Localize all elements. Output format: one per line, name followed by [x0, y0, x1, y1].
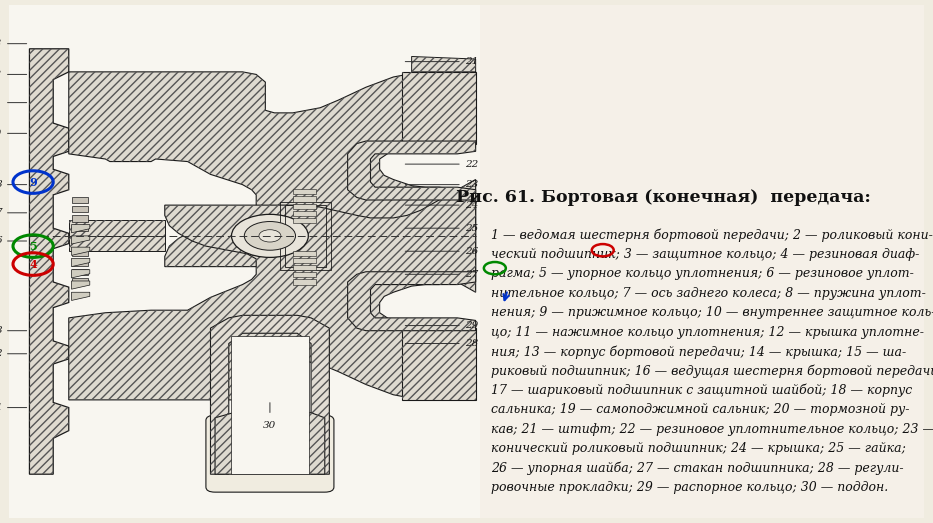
FancyBboxPatch shape — [230, 336, 309, 474]
Polygon shape — [402, 328, 476, 400]
Text: ческий подшипник; 3 — защитное кольцо; 4 — резиновая диаф-: ческий подшипник; 3 — защитное кольцо; 4… — [491, 248, 920, 260]
Text: 8: 8 — [0, 180, 2, 189]
Text: 27: 27 — [465, 270, 478, 279]
Text: 9: 9 — [29, 177, 37, 188]
FancyBboxPatch shape — [72, 206, 88, 212]
Polygon shape — [72, 247, 90, 255]
Text: 25: 25 — [465, 224, 478, 233]
Polygon shape — [30, 49, 69, 474]
Text: 7: 7 — [0, 208, 2, 218]
Text: кав; 21 — штифт; 22 — резиновое уплотнительное кольцо; 23 —: кав; 21 — штифт; 22 — резиновое уплотнит… — [491, 423, 933, 436]
Text: 23: 23 — [465, 180, 478, 189]
Polygon shape — [69, 72, 476, 292]
Polygon shape — [72, 270, 90, 278]
Text: 26: 26 — [465, 247, 478, 256]
FancyBboxPatch shape — [293, 265, 315, 270]
Text: Рис. 61. Бортовая (конечная)  передача:: Рис. 61. Бортовая (конечная) передача: — [455, 189, 870, 206]
FancyBboxPatch shape — [293, 258, 315, 263]
Polygon shape — [72, 292, 90, 300]
FancyBboxPatch shape — [72, 224, 88, 231]
Polygon shape — [72, 281, 90, 289]
FancyBboxPatch shape — [72, 197, 88, 203]
Polygon shape — [215, 413, 325, 474]
FancyBboxPatch shape — [72, 269, 88, 275]
FancyBboxPatch shape — [293, 203, 315, 209]
Text: нения; 9 — прижимное кольцо; 10 — внутреннее защитное коль-: нения; 9 — прижимное кольцо; 10 — внутре… — [491, 306, 933, 319]
Text: 3: 3 — [0, 326, 2, 335]
Polygon shape — [348, 272, 476, 331]
Text: цо; 11 — нажимное кольцо уплотнения; 12 — крышка уплотне-: цо; 11 — нажимное кольцо уплотнения; 12 … — [491, 325, 925, 338]
Text: 6: 6 — [0, 236, 2, 245]
Text: рагма; 5 — упорное кольцо уплотнения; 6 — резиновое уплот-: рагма; 5 — упорное кольцо уплотнения; 6 … — [491, 267, 914, 280]
FancyBboxPatch shape — [9, 5, 480, 518]
Text: риковый подшипник; 16 — ведущая шестерня бортовой передачи;: риковый подшипник; 16 — ведущая шестерня… — [491, 365, 933, 378]
Text: сальника; 19 — самоподжимной сальник; 20 — тормозной ру-: сальника; 19 — самоподжимной сальник; 20… — [491, 403, 910, 416]
FancyBboxPatch shape — [72, 250, 88, 256]
Polygon shape — [72, 258, 90, 267]
Text: конический роликовый подшипник; 24 — крышка; 25 — гайка;: конический роликовый подшипник; 24 — кры… — [491, 442, 906, 456]
Text: 26 — упорная шайба; 27 — стакан подшипника; 28 — регули-: 26 — упорная шайба; 27 — стакан подшипни… — [491, 462, 904, 475]
FancyBboxPatch shape — [293, 218, 315, 223]
Text: 21: 21 — [465, 57, 478, 66]
FancyBboxPatch shape — [72, 259, 88, 266]
FancyBboxPatch shape — [293, 189, 315, 195]
Text: 4: 4 — [29, 258, 37, 269]
Text: 28: 28 — [465, 339, 478, 348]
FancyBboxPatch shape — [480, 5, 924, 518]
Circle shape — [231, 214, 308, 257]
Polygon shape — [72, 224, 90, 233]
FancyBboxPatch shape — [206, 415, 334, 492]
FancyBboxPatch shape — [293, 211, 315, 216]
Text: нительное кольцо; 7 — ось заднего колеса; 8 — пружина уплот-: нительное кольцо; 7 — ось заднего колеса… — [491, 287, 926, 300]
FancyBboxPatch shape — [72, 278, 88, 284]
Text: 1 — ведомая шестерня бортовой передачи; 2 — роликовый кони-: 1 — ведомая шестерня бортовой передачи; … — [491, 228, 933, 242]
Polygon shape — [69, 179, 476, 400]
Text: 5: 5 — [29, 241, 37, 252]
Text: 24: 24 — [465, 201, 478, 210]
Text: ровочные прокладки; 29 — распорное кольцо; 30 — поддон.: ровочные прокладки; 29 — распорное кольц… — [491, 481, 888, 494]
FancyBboxPatch shape — [69, 236, 165, 251]
Text: 1: 1 — [0, 403, 2, 412]
Text: 12: 12 — [0, 70, 2, 79]
Polygon shape — [411, 56, 476, 72]
Circle shape — [259, 230, 281, 242]
Polygon shape — [211, 315, 329, 474]
FancyBboxPatch shape — [293, 251, 315, 256]
Text: 10: 10 — [0, 129, 2, 138]
Circle shape — [244, 222, 296, 250]
Polygon shape — [348, 141, 476, 200]
Text: 17 — шариковый подшипник с защитной шайбой; 18 — корпус: 17 — шариковый подшипник с защитной шайб… — [491, 384, 912, 397]
FancyBboxPatch shape — [9, 5, 480, 518]
Text: 29: 29 — [465, 321, 478, 330]
Text: 22: 22 — [465, 160, 478, 168]
Polygon shape — [72, 236, 90, 244]
Text: ния; 13 — корпус бортовой передачи; 14 — крышка; 15 — ша-: ния; 13 — корпус бортовой передачи; 14 —… — [491, 345, 907, 359]
FancyBboxPatch shape — [69, 221, 165, 236]
FancyBboxPatch shape — [72, 215, 88, 222]
Text: 13: 13 — [0, 39, 2, 48]
FancyBboxPatch shape — [293, 197, 315, 201]
Text: 11: 11 — [0, 98, 2, 107]
FancyBboxPatch shape — [293, 279, 315, 285]
Polygon shape — [402, 72, 476, 144]
FancyBboxPatch shape — [293, 272, 315, 277]
Text: 2: 2 — [0, 349, 2, 358]
Text: 30: 30 — [263, 421, 276, 430]
